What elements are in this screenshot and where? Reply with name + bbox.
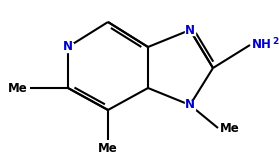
Bar <box>185 101 195 110</box>
Text: Me: Me <box>8 82 28 95</box>
Text: N: N <box>185 98 195 111</box>
Text: Me: Me <box>98 142 118 155</box>
Bar <box>63 43 73 52</box>
Text: N: N <box>63 40 73 53</box>
Text: 2: 2 <box>272 37 278 46</box>
Text: N: N <box>185 23 195 37</box>
Text: NH: NH <box>252 38 272 52</box>
Bar <box>185 25 195 35</box>
Text: Me: Me <box>220 121 240 134</box>
